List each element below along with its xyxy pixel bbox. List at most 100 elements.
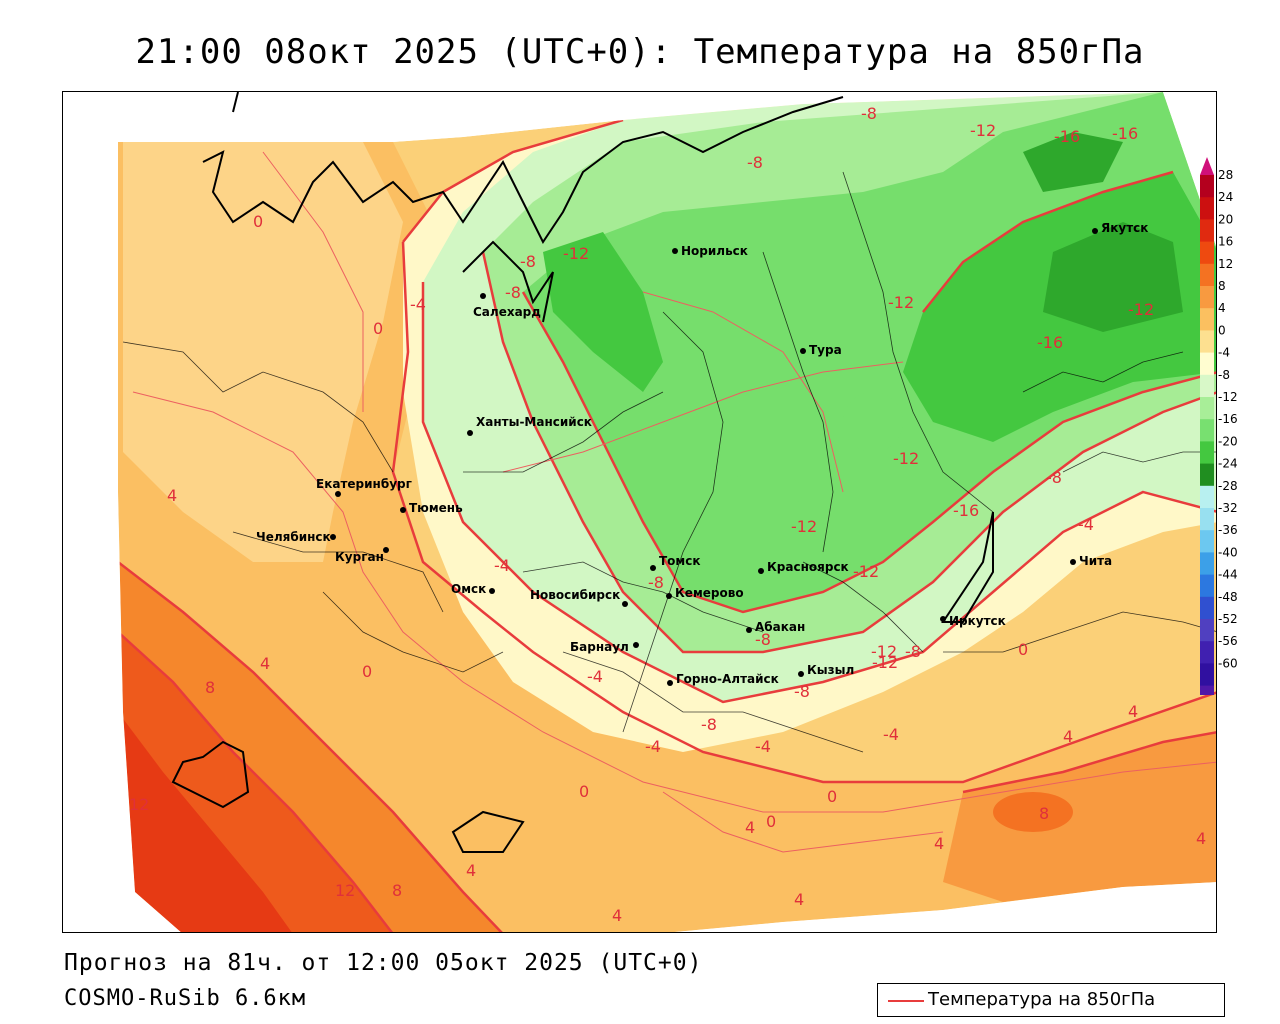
city-chelyabinsk: Челябинск — [256, 530, 336, 544]
colorbar-tick-label: 28 — [1218, 168, 1233, 182]
temperature-field — [118, 92, 1216, 932]
colorbar-swatch — [1200, 441, 1214, 465]
svg-text:-4: -4 — [755, 737, 771, 756]
colorbar-swatch — [1200, 219, 1214, 243]
svg-text:-4: -4 — [410, 295, 426, 314]
svg-text:-12: -12 — [791, 517, 817, 536]
model-caption: COSMO-RuSib 6.6км — [64, 986, 307, 1011]
svg-text:Кемерово: Кемерово — [675, 586, 744, 600]
svg-text:-8: -8 — [747, 153, 763, 172]
colorbar-swatch — [1200, 685, 1214, 695]
legend-box: Температура на 850гПа — [877, 983, 1225, 1017]
colorbar-swatch — [1200, 419, 1214, 442]
city-chita: Чита — [1070, 554, 1112, 568]
svg-text:-8: -8 — [701, 715, 717, 734]
svg-text:-4: -4 — [645, 737, 661, 756]
svg-text:Красноярск: Красноярск — [767, 560, 849, 574]
svg-text:12: 12 — [129, 795, 149, 814]
colorbar-tick-label: 16 — [1218, 235, 1233, 249]
svg-text:Иркутск: Иркутск — [949, 614, 1006, 628]
city-kurgan: Курган — [335, 547, 389, 564]
svg-text:-12: -12 — [970, 121, 996, 140]
city-markers: Норильск Салехард Тура Якутск Ханты-Манс… — [256, 221, 1148, 686]
legend-line-swatch — [888, 1000, 924, 1002]
colorbar-tick-label: -32 — [1218, 501, 1238, 515]
svg-text:Томск: Томск — [659, 554, 701, 568]
svg-text:0: 0 — [766, 812, 776, 831]
colorbar-swatch — [1200, 263, 1214, 287]
svg-text:-8: -8 — [505, 283, 521, 302]
svg-text:-8: -8 — [755, 630, 771, 649]
isotherm-lines — [118, 118, 1216, 932]
colorbar-tick-label: 12 — [1218, 257, 1233, 271]
svg-text:-16: -16 — [1054, 127, 1080, 146]
svg-text:Ханты-Мансийск: Ханты-Мансийск — [476, 415, 592, 429]
svg-text:Абакан: Абакан — [755, 620, 805, 634]
svg-text:-12: -12 — [563, 244, 589, 263]
colorbar-swatch — [1200, 641, 1214, 664]
svg-text:Тура: Тура — [809, 343, 842, 357]
colorbar-tick-label: -12 — [1218, 390, 1238, 404]
svg-text:Омск: Омск — [451, 582, 486, 596]
city-salekhard: Салехард — [473, 293, 541, 319]
svg-text:Барнаул: Барнаул — [570, 640, 629, 654]
colorbar-swatch — [1200, 663, 1214, 687]
svg-text:4: 4 — [260, 654, 270, 673]
colorbar-tick-label: -36 — [1218, 523, 1238, 537]
svg-text:Чита: Чита — [1079, 554, 1112, 568]
forecast-caption: Прогноз на 81ч. от 12:00 05окт 2025 (UTC… — [64, 950, 703, 976]
svg-text:8: 8 — [392, 881, 402, 900]
colorbar-swatch — [1200, 596, 1214, 620]
colorbar-tick-label: -52 — [1218, 612, 1238, 626]
svg-text:-8: -8 — [905, 642, 921, 661]
colorbar-swatch — [1200, 308, 1214, 331]
svg-text:Новосибирск: Новосибирск — [530, 588, 620, 602]
temperature-map: Норильск Салехард Тура Якутск Ханты-Манс… — [63, 92, 1216, 932]
city-abakan: Абакан — [746, 620, 805, 634]
colorbar-swatch — [1200, 530, 1214, 553]
colorbar-swatch — [1200, 352, 1214, 376]
city-omsk: Омск — [451, 582, 495, 596]
svg-text:4: 4 — [1196, 829, 1206, 848]
city-kemerovo: Кемерово — [666, 586, 744, 600]
colorbar-swatch — [1200, 508, 1214, 531]
city-khanty-mansiysk: Ханты-Мансийск — [467, 415, 592, 436]
svg-text:0: 0 — [827, 787, 837, 806]
svg-text:Салехард: Салехард — [473, 305, 541, 319]
svg-text:-16: -16 — [1037, 333, 1063, 352]
colorbar-swatch — [1200, 241, 1214, 265]
colorbar-tick-label: 24 — [1218, 190, 1233, 204]
colorbar-tick-label: 4 — [1218, 301, 1226, 315]
svg-text:4: 4 — [466, 861, 476, 880]
colorbar-swatch — [1200, 374, 1214, 398]
svg-text:4: 4 — [167, 486, 177, 505]
svg-text:4: 4 — [1128, 702, 1138, 721]
colorbar-swatch — [1200, 485, 1214, 509]
svg-text:Тюмень: Тюмень — [409, 501, 463, 515]
colorbar-tick-label: 20 — [1218, 212, 1233, 226]
admin-borders — [122, 171, 1216, 753]
svg-text:-12: -12 — [853, 562, 879, 581]
colorbar-tick-label: -48 — [1218, 590, 1238, 604]
colorbar-swatch — [1200, 397, 1214, 420]
colorbar-swatch — [1200, 574, 1214, 598]
svg-text:4: 4 — [794, 890, 804, 909]
colorbar-tick-label: -60 — [1218, 656, 1238, 670]
colorbar-swatch — [1200, 286, 1214, 309]
svg-text:-8: -8 — [648, 573, 664, 592]
colorbar-swatch — [1200, 463, 1214, 487]
colorbar-tick-label: -16 — [1218, 412, 1238, 426]
city-norilsk: Норильск — [672, 244, 748, 258]
svg-text:4: 4 — [934, 834, 944, 853]
colorbar-tick-label: -40 — [1218, 545, 1238, 559]
thin-isotherms — [132, 151, 1216, 853]
svg-text:4: 4 — [745, 818, 755, 837]
svg-text:0: 0 — [1018, 640, 1028, 659]
svg-text:-12: -12 — [893, 449, 919, 468]
svg-text:-16: -16 — [1112, 124, 1138, 143]
svg-text:Кызыл: Кызыл — [807, 663, 854, 677]
svg-text:4: 4 — [612, 906, 622, 925]
svg-text:-4: -4 — [1078, 515, 1094, 534]
map-title: 21:00 08окт 2025 (UTC+0): Температура на… — [135, 32, 1145, 72]
svg-text:Курган: Курган — [335, 550, 384, 564]
